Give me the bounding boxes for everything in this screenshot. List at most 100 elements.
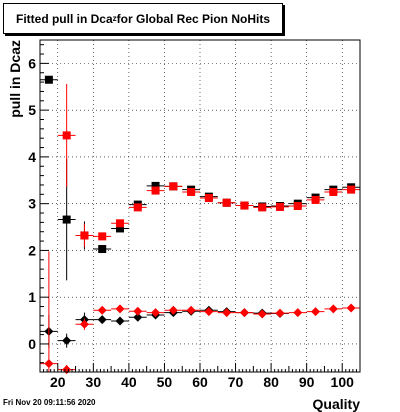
- x-tick-label: 90: [299, 374, 315, 390]
- square-marker: [98, 232, 107, 241]
- diamond-marker: [133, 306, 143, 316]
- diamond-marker: [97, 315, 107, 325]
- data-point: [111, 304, 129, 314]
- square-marker: [62, 131, 71, 140]
- series-0: [40, 75, 360, 281]
- data-point: [217, 198, 236, 207]
- data-point: [93, 232, 112, 241]
- x-tick-label: 60: [192, 374, 208, 390]
- diamond-marker: [151, 308, 161, 318]
- data-point: [146, 308, 165, 318]
- data-point: [235, 201, 254, 210]
- chart-title-prefix: Fitted pull in Dca: [15, 11, 113, 26]
- grid-lines: [40, 40, 360, 372]
- data-point: [57, 364, 76, 375]
- timestamp-footer: Fri Nov 20 09:11:56 2020: [3, 398, 96, 407]
- diamond-marker: [62, 336, 72, 346]
- data-point: [40, 75, 58, 84]
- square-marker: [204, 194, 213, 203]
- data-point: [146, 186, 165, 195]
- data-point: [324, 304, 343, 314]
- data-point: [40, 251, 58, 372]
- chart-title: Fitted pull in Dca z for Global Rec Pion …: [3, 3, 283, 34]
- y-tick-label: 5: [28, 102, 36, 118]
- diamond-marker: [62, 365, 72, 375]
- square-marker: [258, 203, 267, 212]
- square-marker: [347, 185, 356, 194]
- square-marker: [98, 245, 107, 254]
- series-3: [40, 251, 360, 375]
- square-marker: [311, 195, 320, 204]
- diamond-marker: [257, 309, 267, 319]
- x-tick-label: 20: [50, 374, 66, 390]
- plot-frame: [39, 39, 361, 373]
- square-marker: [151, 186, 160, 195]
- diamond-marker: [204, 307, 214, 317]
- diamond-marker: [275, 308, 285, 318]
- data-point: [128, 312, 147, 322]
- y-tick-label: 6: [28, 55, 36, 71]
- diamond-marker: [115, 304, 125, 314]
- chart-title-subscript: z: [112, 14, 117, 23]
- data-point: [271, 308, 289, 318]
- data-point: [324, 187, 343, 196]
- data-point: [93, 315, 112, 325]
- diamond-marker: [79, 319, 89, 329]
- data-point: [342, 185, 360, 194]
- data-point: [182, 187, 200, 196]
- x-tick-label: 30: [86, 374, 102, 390]
- square-marker: [116, 224, 124, 233]
- square-marker: [133, 203, 142, 212]
- data-point: [128, 203, 147, 212]
- data-point: [200, 194, 218, 203]
- data-point: [164, 305, 183, 315]
- data-point: [93, 305, 112, 315]
- data-points: [40, 75, 360, 375]
- x-axis-label: Quality: [313, 396, 361, 412]
- y-tick-label: 4: [28, 149, 36, 165]
- data-point: [128, 306, 147, 316]
- y-tick-label: 3: [28, 196, 36, 212]
- data-point: [57, 83, 76, 187]
- data-point: [342, 303, 360, 313]
- data-point: [288, 308, 307, 318]
- data-point: [111, 316, 129, 326]
- x-tick-label: 70: [228, 374, 244, 390]
- data-point: [200, 307, 218, 317]
- data-point: [306, 195, 325, 204]
- y-tick-label: 1: [28, 289, 36, 305]
- x-tick-label: 80: [263, 374, 279, 390]
- data-point: [164, 182, 183, 191]
- square-marker: [169, 182, 178, 191]
- x-tick-label: 50: [157, 374, 173, 390]
- y-tick-label: 2: [28, 242, 36, 258]
- data-point: [253, 203, 272, 212]
- diamond-marker: [293, 308, 303, 318]
- data-point: [271, 202, 289, 211]
- x-tick-label: 40: [121, 374, 137, 390]
- data-point: [93, 245, 112, 254]
- square-marker: [293, 202, 302, 210]
- data-point: [182, 305, 200, 315]
- data-point: [75, 223, 94, 248]
- data-point: [217, 308, 236, 318]
- diamond-marker: [168, 305, 178, 315]
- diamond-marker: [328, 304, 338, 314]
- diamond-marker: [115, 316, 125, 326]
- y-tick-label: 0: [28, 336, 36, 352]
- diamond-marker: [97, 305, 107, 315]
- diamond-marker: [239, 308, 249, 318]
- diamond-marker: [311, 307, 321, 317]
- square-marker: [240, 201, 249, 210]
- square-marker: [329, 187, 338, 196]
- chart-title-suffix: for Global Rec Pion NoHits: [116, 11, 271, 26]
- diamond-marker: [346, 303, 356, 313]
- square-marker: [116, 219, 124, 228]
- data-point: [111, 219, 129, 228]
- diamond-marker: [133, 312, 143, 322]
- diamond-marker: [186, 305, 196, 315]
- square-marker: [187, 187, 196, 196]
- y-axis-label: pull in Dcaz: [7, 40, 23, 118]
- square-marker: [222, 198, 231, 207]
